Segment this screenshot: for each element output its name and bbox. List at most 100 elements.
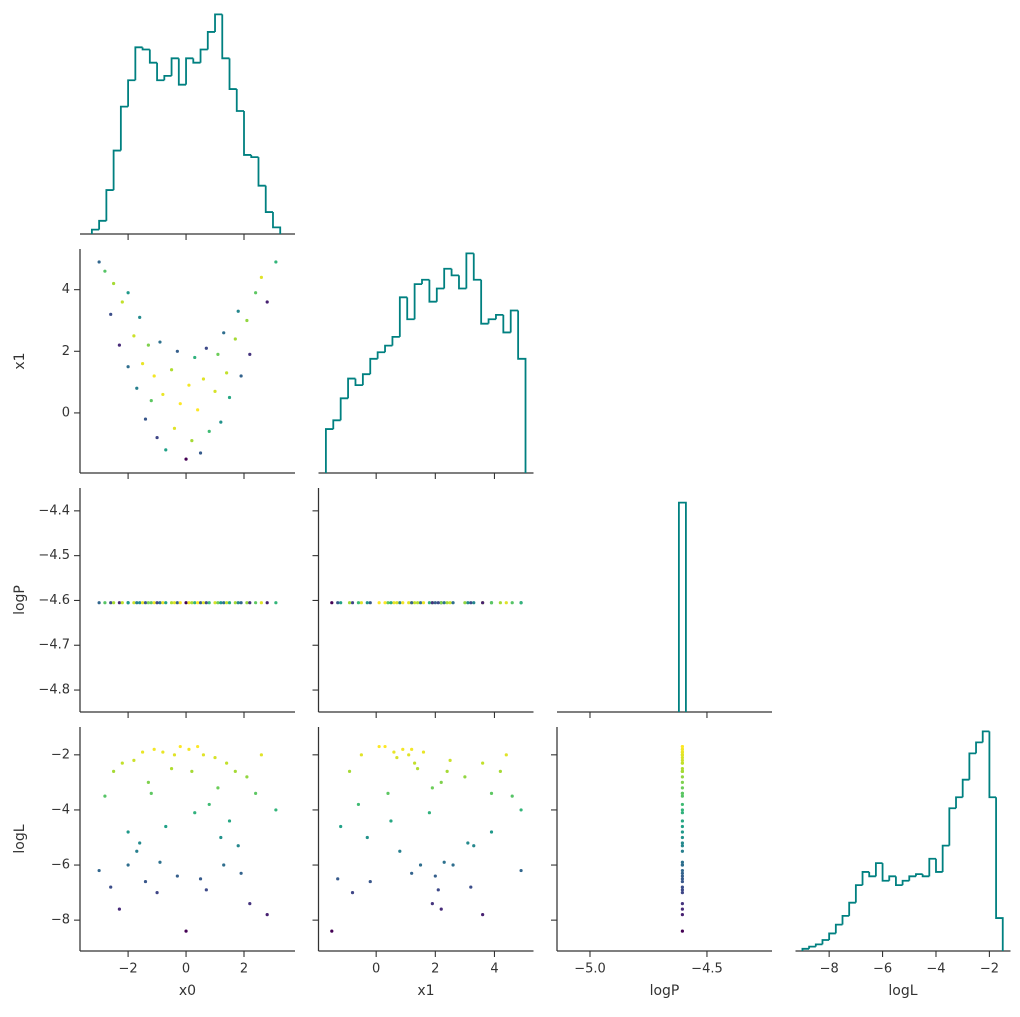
hist-bin (874, 862, 883, 877)
scatter-point (161, 601, 165, 605)
hist-bin (480, 279, 489, 325)
scatter-point (489, 601, 494, 605)
hist-bin (841, 914, 850, 925)
y-axis-label: logP (12, 585, 28, 615)
scatter-point (172, 753, 177, 757)
hist-bin (185, 57, 194, 85)
hist-bin (895, 876, 903, 887)
scatter-point (421, 601, 426, 605)
scatter-point (336, 877, 340, 881)
scatter-point (481, 761, 485, 765)
scatter-point (190, 601, 194, 605)
scatter-point (680, 786, 684, 790)
scatter-point (680, 879, 684, 884)
hist-bin (921, 874, 930, 878)
scatter-point (445, 601, 449, 605)
scatter-point (103, 794, 107, 798)
scatter-point (350, 890, 355, 895)
y-tick-label: −8 (51, 913, 70, 928)
x-tick-label: −4 (926, 962, 945, 977)
scatter-point (158, 601, 162, 605)
hist-bin (808, 945, 816, 949)
hist-bin (881, 863, 890, 882)
scatter-point (519, 868, 523, 873)
scatter-point (239, 871, 243, 875)
hist-bin (406, 297, 415, 321)
scatter-point (274, 601, 278, 605)
scatter-point (204, 601, 208, 605)
scatter-point (421, 750, 426, 754)
scatter-point (143, 879, 148, 884)
scatter-point (184, 601, 188, 605)
scatter-point (97, 868, 101, 873)
scatter-point (140, 601, 145, 605)
scatter-point (196, 601, 200, 605)
scatter-point (451, 863, 455, 867)
scatter-point (103, 269, 107, 273)
scatter-point (356, 802, 361, 807)
hist-bin (928, 857, 936, 877)
scatter-point (469, 885, 473, 889)
hist-bin (250, 154, 259, 159)
scatter-point (155, 890, 159, 895)
y-tick-label: −6 (51, 858, 70, 873)
scatter-point (415, 767, 420, 771)
scatter-point (481, 913, 485, 917)
scatter-point (410, 601, 414, 605)
scatter-point (680, 907, 684, 911)
hist-bin (509, 309, 519, 333)
scatter-point (109, 885, 113, 889)
scatter-point (265, 913, 269, 917)
x-axis-label: x0 (179, 983, 196, 999)
hist-bin (214, 13, 223, 32)
scatter-point (138, 315, 142, 320)
scatter-point (198, 601, 203, 605)
hist-bin (324, 428, 334, 473)
y-tick-label: 2 (62, 344, 70, 359)
scatter-point (253, 601, 258, 605)
scatter-point (498, 601, 502, 605)
scatter-point (350, 601, 355, 605)
scatter-point (415, 601, 420, 605)
scatter-point (193, 355, 197, 360)
scatter-point (187, 747, 191, 751)
scatter-point (155, 435, 159, 440)
hist-bin (141, 47, 150, 51)
scatter-point (169, 601, 174, 605)
hist-bin (458, 275, 467, 290)
scatter-point (152, 747, 156, 751)
scatter-point (158, 860, 162, 864)
scatter-point (117, 907, 122, 911)
scatter-point (427, 811, 432, 815)
x-tick-label: −2 (119, 962, 138, 977)
hist-bin (848, 901, 856, 916)
scatter-point (109, 601, 113, 605)
hist-bin (901, 879, 910, 886)
scatter-point (169, 767, 174, 771)
scatter-point (413, 601, 417, 605)
scatter-point (680, 888, 684, 892)
y-tick-label: −4.6 (38, 593, 70, 608)
scatter-point (143, 417, 148, 421)
scatter-point (274, 808, 278, 812)
scatter-point (398, 601, 402, 605)
scatter-point (112, 769, 116, 773)
scatter-point (430, 902, 434, 906)
hist-bin (376, 351, 386, 359)
hist-bin (995, 797, 1004, 951)
x-tick-label: −2 (980, 962, 999, 977)
scatter-point (680, 753, 684, 757)
scatter-point (132, 758, 136, 762)
scatter-point (164, 448, 168, 452)
scatter-point (225, 601, 229, 605)
hist-bin (134, 46, 143, 81)
x-tick-label: −4.5 (691, 962, 723, 977)
hist-bin (221, 14, 230, 60)
scatter-point (680, 755, 684, 760)
hist-bin (935, 858, 943, 873)
scatter-point (680, 802, 684, 807)
hist-bin (156, 62, 165, 82)
scatter-point (433, 874, 437, 878)
hist-bin (495, 313, 504, 320)
scatter-point (117, 343, 122, 347)
